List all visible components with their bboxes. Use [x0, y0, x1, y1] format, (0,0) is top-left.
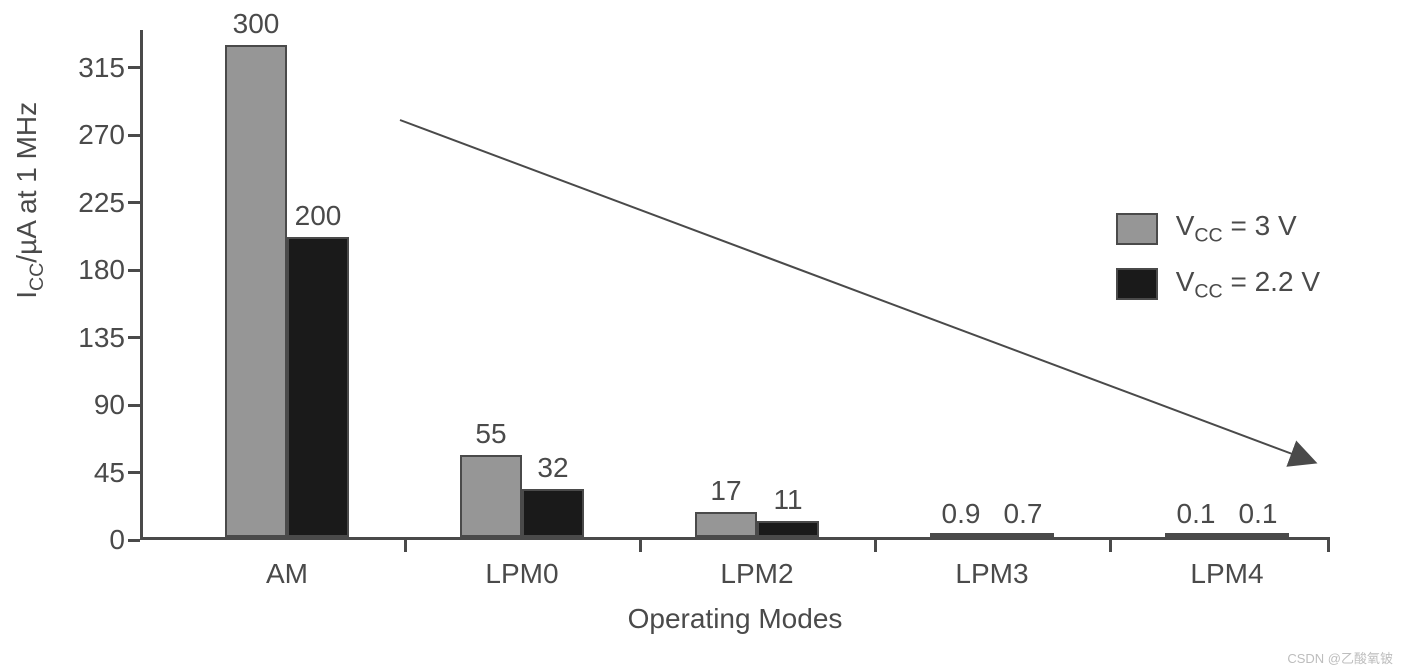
y-tick-label: 315: [45, 52, 125, 84]
bar-value-label: 0.7: [1004, 498, 1043, 530]
y-tick: [128, 471, 140, 474]
chart-container: ICC/µA at 1 MHz 04590135180225270315 AML…: [40, 20, 1360, 640]
bar-value-label: 300: [233, 8, 280, 40]
y-tick: [128, 539, 140, 542]
x-tick-label: LPM2: [720, 558, 793, 590]
bar-value-label: 200: [295, 200, 342, 232]
y-tick: [128, 336, 140, 339]
bar: [460, 455, 522, 538]
bar-value-label: 11: [773, 484, 802, 516]
bar: [992, 533, 1054, 537]
y-tick: [128, 404, 140, 407]
y-tick-label: 270: [45, 119, 125, 151]
x-tick: [639, 540, 642, 552]
y-axis-label: ICC/µA at 1 MHz: [11, 102, 49, 299]
bar: [930, 533, 992, 537]
bar-value-label: 0.1: [1177, 498, 1216, 530]
legend-label: VCC = 2.2 V: [1176, 266, 1320, 304]
legend-item-series-1: VCC = 2.2 V: [1116, 266, 1320, 304]
x-tick: [874, 540, 877, 552]
watermark: CSDN @乙酸氧铍: [1287, 648, 1393, 667]
bar: [695, 512, 757, 538]
legend-swatch: [1116, 213, 1158, 245]
y-tick-label: 45: [45, 457, 125, 489]
y-tick-label: 0: [45, 524, 125, 556]
bar-value-label: 55: [475, 418, 506, 450]
bar: [225, 45, 287, 537]
legend-item-series-0: VCC = 3 V: [1116, 210, 1320, 248]
x-tick-label: LPM4: [1190, 558, 1263, 590]
legend: VCC = 3 V VCC = 2.2 V: [1116, 210, 1320, 321]
y-tick: [128, 201, 140, 204]
legend-label: VCC = 3 V: [1176, 210, 1297, 248]
y-tick: [128, 66, 140, 69]
y-tick-label: 225: [45, 187, 125, 219]
x-tick-label: AM: [266, 558, 308, 590]
bar-value-label: 17: [710, 475, 741, 507]
y-tick-label: 90: [45, 389, 125, 421]
bar: [287, 237, 349, 537]
y-axis-line: [140, 30, 143, 540]
y-tick-label: 135: [45, 322, 125, 354]
x-tick: [1327, 540, 1330, 552]
x-tick: [404, 540, 407, 552]
bar: [757, 521, 819, 538]
bar: [522, 489, 584, 537]
y-tick: [128, 134, 140, 137]
x-tick: [1109, 540, 1112, 552]
bar: [1165, 533, 1227, 537]
x-axis-label: Operating Modes: [628, 603, 843, 635]
y-tick-label: 180: [45, 254, 125, 286]
legend-swatch: [1116, 268, 1158, 300]
x-axis-line: [140, 537, 1330, 540]
bar-value-label: 0.9: [942, 498, 981, 530]
bar-value-label: 32: [537, 452, 568, 484]
x-tick-label: LPM0: [485, 558, 558, 590]
bar-value-label: 0.1: [1239, 498, 1278, 530]
x-tick-label: LPM3: [955, 558, 1028, 590]
y-tick: [128, 269, 140, 272]
bar: [1227, 533, 1289, 537]
